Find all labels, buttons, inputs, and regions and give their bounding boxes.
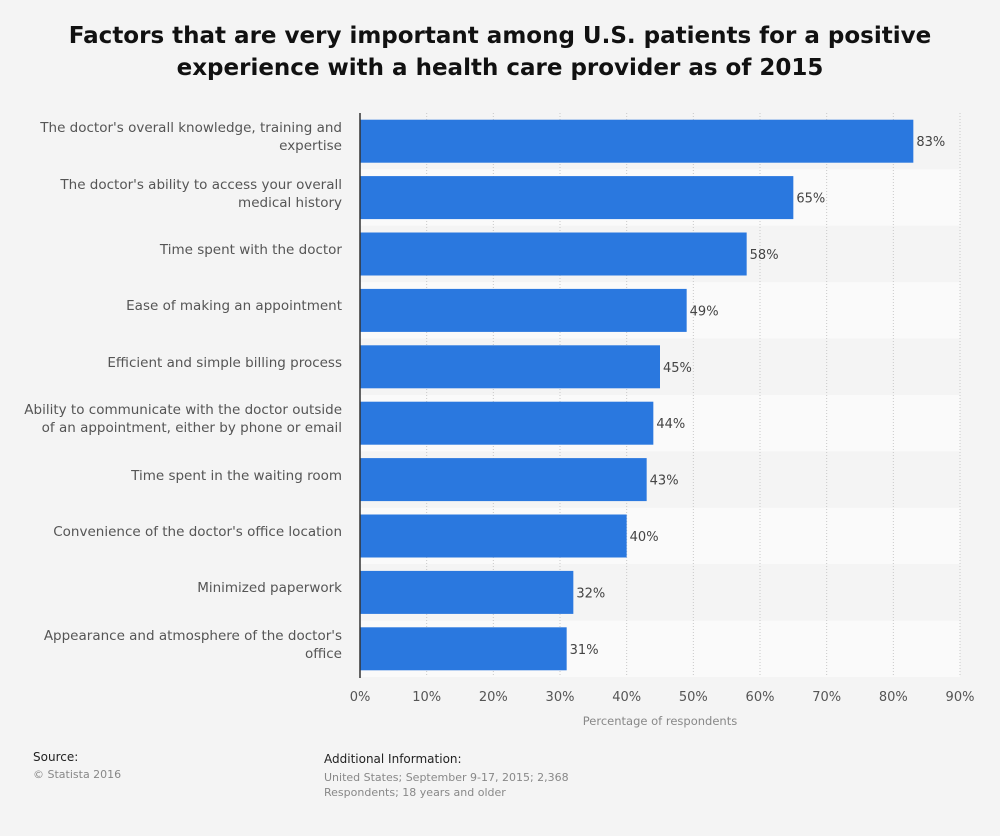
- bar: [360, 345, 660, 389]
- category-label: The doctor's ability to access your over…: [60, 176, 342, 211]
- value-label: 32%: [576, 586, 605, 601]
- category-label: The doctor's overall knowledge, training…: [40, 120, 342, 155]
- bar: [360, 288, 687, 332]
- bar: [360, 176, 794, 220]
- x-tick-label: 80%: [879, 690, 908, 705]
- source-text: © Statista 2016: [33, 768, 122, 781]
- category-label: Ease of making an appointment: [126, 298, 342, 315]
- bar: [360, 627, 567, 671]
- bar: [360, 458, 647, 502]
- additional-info-heading: Additional Information:: [324, 752, 462, 766]
- x-tick-label: 30%: [546, 690, 575, 705]
- x-tick-label: 50%: [679, 690, 708, 705]
- bar: [360, 570, 574, 614]
- x-tick-label: 10%: [412, 690, 441, 705]
- value-label: 83%: [916, 135, 945, 150]
- x-tick-label: 0%: [350, 690, 371, 705]
- category-label: Appearance and atmosphere of the doctor'…: [43, 627, 342, 662]
- value-label: 49%: [690, 304, 719, 319]
- source-heading: Source:: [33, 750, 79, 764]
- category-label: Convenience of the doctor's office locat…: [53, 524, 342, 540]
- category-label: Time spent with the doctor: [159, 242, 342, 258]
- bar: [360, 401, 654, 445]
- additional-info-text: United States; September 9-17, 2015; 2,3…: [324, 771, 569, 799]
- bar: [360, 119, 914, 163]
- x-tick-label: 60%: [746, 690, 775, 705]
- category-label: Efficient and simple billing process: [107, 354, 342, 371]
- x-tick-label: 90%: [946, 690, 975, 705]
- x-axis-title: Percentage of respondents: [583, 714, 737, 728]
- bar: [360, 514, 627, 558]
- value-label: 44%: [656, 417, 685, 432]
- category-label: Minimized paperwork: [197, 580, 342, 597]
- x-tick-label: 20%: [479, 690, 508, 705]
- value-label: 58%: [750, 248, 779, 263]
- category-label: Ability to communicate with the doctor o…: [24, 402, 342, 437]
- bar: [360, 232, 747, 276]
- category-label: Time spent in the waiting room: [131, 467, 342, 484]
- value-label: 65%: [796, 192, 825, 207]
- x-tick-label: 40%: [612, 690, 641, 705]
- value-label: 40%: [630, 530, 659, 545]
- value-label: 31%: [570, 643, 599, 658]
- x-tick-label: 70%: [812, 690, 841, 705]
- value-label: 45%: [663, 361, 692, 376]
- chart-title: Factors that are very important among U.…: [68, 23, 932, 81]
- value-label: 43%: [650, 474, 679, 489]
